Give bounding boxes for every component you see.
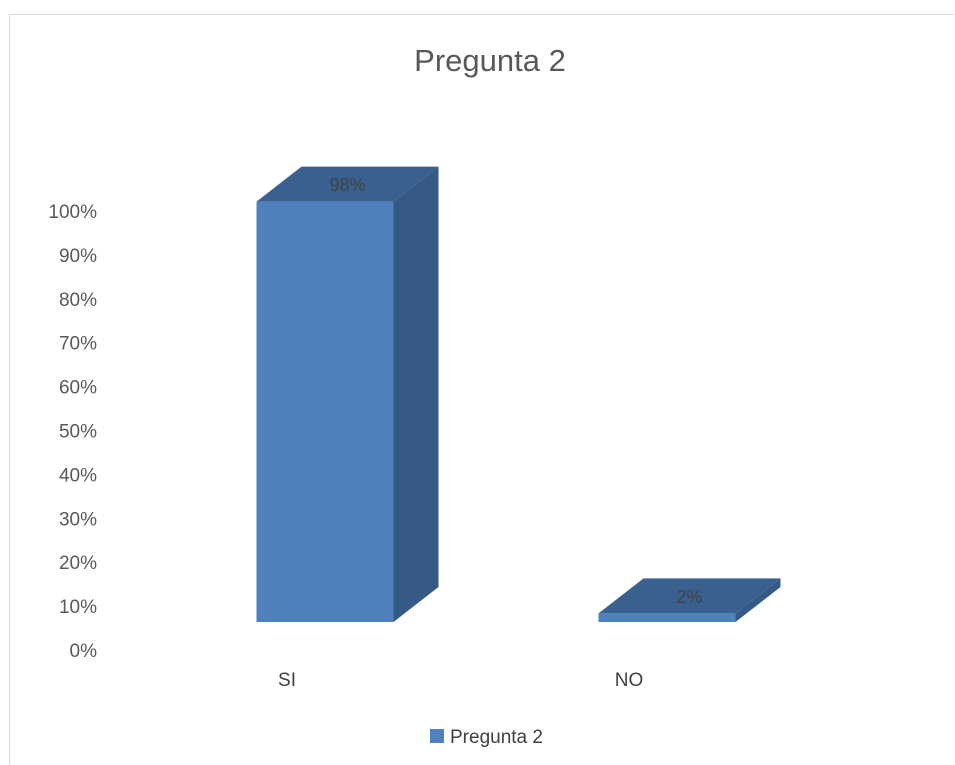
legend-label: Pregunta 2: [450, 727, 543, 748]
bar-front: [256, 201, 394, 622]
legend-swatch: [430, 729, 444, 743]
chart-frame: [9, 14, 954, 765]
data-label: 2%: [676, 587, 702, 607]
bar-side: [735, 578, 781, 622]
bar-top: [256, 166, 439, 202]
y-axis: 0% 10% 20% 30% 40% 50% 60% 70% 80% 90% 100%: [48, 202, 97, 662]
y-tick-label: 60%: [59, 378, 97, 399]
bar-si: 98%: [256, 166, 439, 622]
y-tick-label: 40%: [59, 465, 97, 486]
bar-no: 2%: [598, 578, 781, 622]
x-tick-label: SI: [278, 670, 296, 691]
y-tick-label: 10%: [59, 597, 97, 618]
legend: Pregunta 2: [430, 727, 543, 748]
bar-front: [598, 613, 736, 622]
y-tick-label: 30%: [59, 509, 97, 530]
data-label: 98%: [329, 175, 365, 195]
y-tick-label: 70%: [59, 334, 97, 355]
y-tick-label: 100%: [48, 202, 97, 223]
x-tick-label: NO: [615, 670, 644, 691]
y-tick-label: 50%: [59, 422, 97, 443]
y-tick-label: 0%: [70, 641, 98, 662]
x-axis: SI NO: [278, 670, 643, 691]
bars: 98% 2%: [256, 166, 781, 622]
bar-top: [598, 578, 781, 614]
y-tick-label: 80%: [59, 290, 97, 311]
bar-side: [393, 166, 439, 622]
y-tick-label: 90%: [59, 246, 97, 267]
chart-title: Pregunta 2: [414, 43, 566, 78]
y-tick-label: 20%: [59, 553, 97, 574]
